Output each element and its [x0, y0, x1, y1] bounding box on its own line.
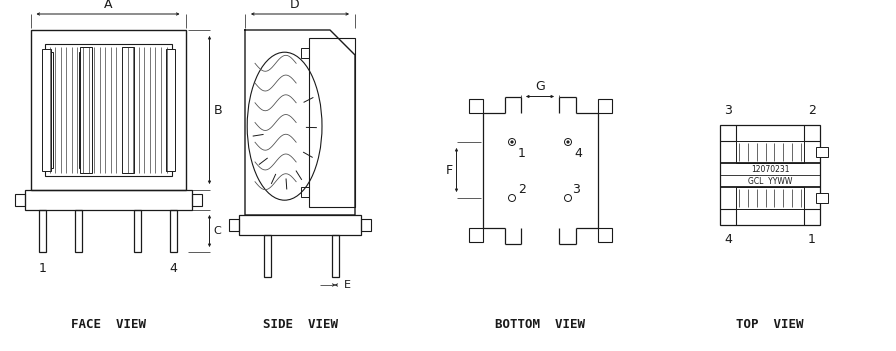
Text: TOP  VIEW: TOP VIEW — [737, 318, 804, 331]
Bar — [736, 141, 804, 163]
Circle shape — [511, 141, 513, 143]
Text: G: G — [535, 80, 545, 93]
Bar — [309, 38, 355, 207]
Text: C: C — [213, 226, 221, 236]
Bar — [45, 44, 171, 176]
Text: 4: 4 — [574, 147, 582, 160]
Text: 1: 1 — [808, 233, 816, 246]
Bar — [816, 147, 828, 157]
Bar — [192, 194, 202, 206]
Bar — [720, 125, 820, 225]
Bar — [263, 235, 271, 277]
Bar — [301, 187, 309, 197]
Bar — [816, 193, 828, 203]
Bar — [81, 47, 92, 173]
Text: 2: 2 — [518, 183, 526, 196]
Text: 12070231: 12070231 — [751, 165, 789, 173]
Text: 1: 1 — [39, 262, 47, 275]
Bar — [239, 215, 361, 235]
Bar — [469, 227, 483, 241]
Text: D: D — [290, 0, 300, 11]
Bar — [166, 49, 175, 171]
Bar — [361, 219, 371, 231]
Text: 1: 1 — [518, 147, 526, 160]
Bar — [170, 210, 177, 252]
Bar — [75, 210, 82, 252]
Bar — [332, 235, 339, 277]
Bar — [598, 227, 611, 241]
Text: B: B — [213, 104, 222, 117]
Bar — [736, 187, 804, 209]
Bar — [79, 52, 89, 168]
Text: FACE  VIEW: FACE VIEW — [71, 318, 145, 331]
Bar — [469, 99, 483, 113]
Bar — [134, 210, 141, 252]
Text: E: E — [343, 280, 350, 290]
Bar — [123, 47, 134, 173]
Text: SIDE  VIEW: SIDE VIEW — [263, 318, 338, 331]
Text: GCL  YYWW: GCL YYWW — [748, 178, 792, 186]
Bar — [229, 219, 239, 231]
Text: 4: 4 — [169, 262, 177, 275]
Text: BOTTOM  VIEW: BOTTOM VIEW — [495, 318, 585, 331]
Text: 3: 3 — [572, 183, 580, 196]
Text: 4: 4 — [724, 233, 732, 246]
Bar — [14, 194, 24, 206]
Bar — [42, 52, 53, 168]
Bar — [30, 30, 185, 190]
Bar — [41, 49, 50, 171]
Text: 3: 3 — [724, 104, 732, 117]
Text: A: A — [104, 0, 112, 11]
Text: 2: 2 — [808, 104, 816, 117]
Bar — [598, 99, 611, 113]
Bar — [301, 48, 309, 58]
Circle shape — [567, 141, 569, 143]
Bar — [39, 210, 46, 252]
Text: F: F — [445, 164, 452, 177]
Bar — [24, 190, 192, 210]
